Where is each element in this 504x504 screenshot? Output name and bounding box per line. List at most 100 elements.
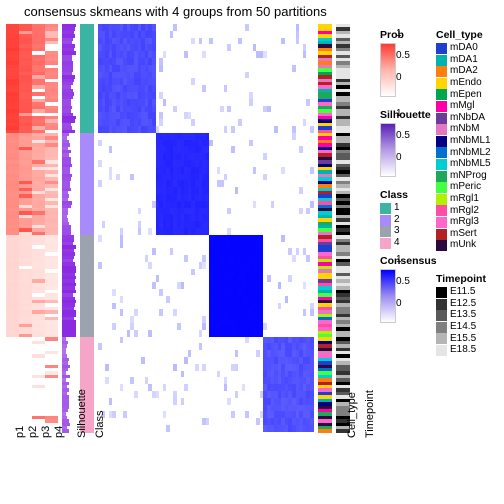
- legend-item: mRgl2: [436, 205, 491, 216]
- legend-item: mEndo: [436, 78, 491, 89]
- legend-item: mSert: [436, 229, 491, 240]
- legend-item: E14.5: [436, 322, 486, 333]
- legend-consensus-gradient: [380, 269, 396, 323]
- partition-col-p2: [19, 24, 32, 432]
- legend-label: E14.5: [450, 322, 476, 333]
- legend-item: mPeric: [436, 182, 491, 193]
- legend-label: 2: [394, 215, 400, 226]
- legend-swatch: [436, 240, 447, 251]
- legend-item: E12.5: [436, 299, 486, 310]
- partition-col-p4: [45, 24, 58, 432]
- legend-silhouette-ticks: 10.50: [396, 109, 410, 163]
- track-silhouette: [62, 24, 76, 432]
- legend-item: E15.5: [436, 333, 486, 344]
- legend-timepoint-list: E11.5E12.5E13.5E14.5E15.5E18.5: [436, 287, 486, 356]
- plot-area: [6, 24, 376, 432]
- legend-swatch: [436, 333, 447, 344]
- legend-tick: 1: [396, 255, 410, 266]
- legend-item: mUnk: [436, 240, 491, 251]
- legend-swatch: [380, 215, 391, 226]
- legend-item: E18.5: [436, 345, 486, 356]
- legend-swatch: [380, 226, 391, 237]
- x-label: Cell_type: [346, 392, 358, 438]
- legend-label: mUnk: [450, 240, 476, 251]
- partition-col-p3: [32, 24, 45, 432]
- legend-swatch: [436, 194, 447, 205]
- legend-label: 1: [394, 203, 400, 214]
- x-label: p2: [27, 426, 39, 438]
- legend-class: Class 1234: [380, 190, 408, 249]
- legend-label: mNProg: [450, 171, 487, 182]
- legend-label: mDA0: [450, 43, 478, 54]
- legend-swatch: [436, 322, 447, 333]
- legend-item: 2: [380, 215, 408, 226]
- track-cell-type: [318, 24, 332, 432]
- x-label: p4: [53, 426, 65, 438]
- legend-tick: 0: [396, 153, 410, 164]
- legend-prob-gradient: [380, 43, 396, 97]
- x-label: Class: [94, 410, 106, 438]
- legend-tick: 0.5: [396, 277, 410, 288]
- legend-swatch: [436, 113, 447, 124]
- legend-item: 4: [380, 238, 408, 249]
- legend-swatch: [436, 55, 447, 66]
- track-timepoint: [336, 24, 350, 432]
- legend-consensus-ticks: 10.50: [396, 255, 410, 309]
- legend-tick: 0: [396, 73, 410, 84]
- legend-label: mEpen: [450, 90, 482, 101]
- x-label: p3: [40, 426, 52, 438]
- legend-area: Prob 10.50 Silhouette 10.50 Class 1234 C…: [380, 24, 502, 484]
- x-label: Timepoint: [364, 390, 376, 438]
- legend-consensus: Consensus 10.50: [380, 256, 437, 323]
- legend-item: E13.5: [436, 310, 486, 321]
- track-class: [80, 24, 94, 432]
- legend-swatch: [436, 136, 447, 147]
- legend-swatch: [436, 299, 447, 310]
- legend-item: mMgl: [436, 101, 491, 112]
- legend-swatch: [436, 147, 447, 158]
- legend-item: mNbML2: [436, 147, 491, 158]
- legend-swatch: [436, 217, 447, 228]
- legend-item: mNbDA: [436, 113, 491, 124]
- legend-tick: 0.5: [396, 51, 410, 62]
- legend-silhouette: Silhouette 10.50: [380, 110, 431, 177]
- legend-tick: 1: [396, 109, 410, 120]
- legend-label: E12.5: [450, 299, 476, 310]
- legend-swatch: [436, 89, 447, 100]
- plot-title: consensus skmeans with 4 groups from 50 …: [24, 4, 327, 19]
- legend-item: mDA1: [436, 55, 491, 66]
- legend-timepoint: Timepoint E11.5E12.5E13.5E14.5E15.5E18.5: [436, 274, 486, 356]
- x-label: p1: [14, 426, 26, 438]
- legend-swatch: [436, 287, 447, 298]
- x-label: Silhouette: [76, 389, 88, 438]
- legend-tick: 0.5: [396, 131, 410, 142]
- legend-swatch: [436, 229, 447, 240]
- legend-label: mNbDA: [450, 113, 485, 124]
- legend-cell-type-title: Cell_type: [436, 30, 491, 41]
- legend-label: mRgl2: [450, 206, 479, 217]
- legend-label: mRgl3: [450, 217, 479, 228]
- legend-item: mRgl3: [436, 217, 491, 228]
- legend-tick: 1: [396, 29, 410, 40]
- legend-swatch: [436, 310, 447, 321]
- legend-cell-type: Cell_type mDA0mDA1mDA2mEndomEpenmMglmNbD…: [436, 30, 491, 251]
- legend-item: mNbML5: [436, 159, 491, 170]
- legend-label: E13.5: [450, 310, 476, 321]
- legend-silhouette-gradient: [380, 123, 396, 177]
- legend-swatch: [436, 345, 447, 356]
- legend-swatch: [380, 203, 391, 214]
- legend-swatch: [436, 182, 447, 193]
- legend-item: mEpen: [436, 89, 491, 100]
- legend-label: mDA2: [450, 66, 478, 77]
- legend-swatch: [436, 101, 447, 112]
- legend-label: mRgl1: [450, 194, 479, 205]
- legend-item: mDA2: [436, 66, 491, 77]
- legend-item: E11.5: [436, 287, 486, 298]
- legend-swatch: [436, 43, 447, 54]
- legend-label: mNbML2: [450, 148, 491, 159]
- legend-label: mSert: [450, 229, 477, 240]
- legend-swatch: [436, 124, 447, 135]
- x-axis-labels: p1p2p3p4SilhouetteClassCell_typeTimepoin…: [6, 434, 376, 496]
- legend-item: mDA0: [436, 43, 491, 54]
- legend-swatch: [436, 159, 447, 170]
